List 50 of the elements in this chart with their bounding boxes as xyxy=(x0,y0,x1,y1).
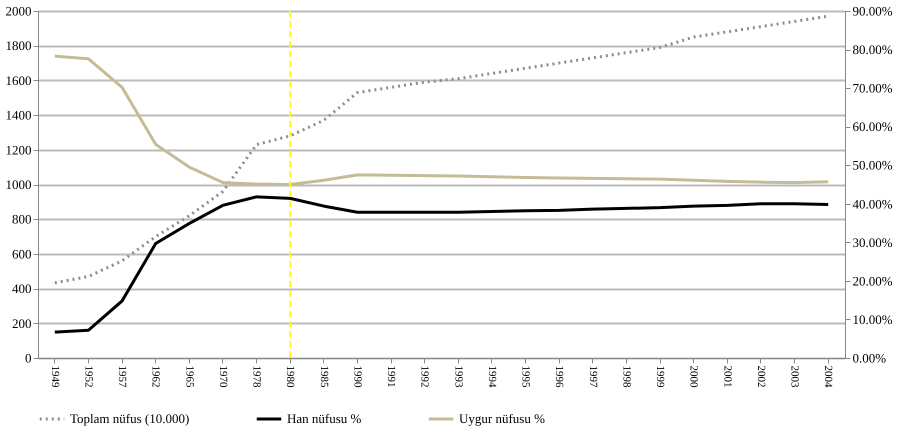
line-series xyxy=(53,195,830,334)
x-tick-label: 1957 xyxy=(116,366,128,388)
legend-label: Han nüfusu % xyxy=(287,411,362,426)
y2-tick-label: 80.00% xyxy=(852,42,893,58)
y-tick-label: 1000 xyxy=(6,177,32,192)
x-tick-label: 1965 xyxy=(183,366,196,388)
x-tick-label: 1962 xyxy=(150,366,162,388)
x-tick-label: 2001 xyxy=(721,366,734,388)
x-tick-label: 2004 xyxy=(822,366,834,388)
y-tick-label: 1600 xyxy=(6,72,32,88)
x-tick-label: 1996 xyxy=(553,366,566,388)
y2-tick-label: 90.00% xyxy=(852,4,893,18)
y-tick-label: 200 xyxy=(12,316,32,331)
y-tick-label: 1200 xyxy=(6,142,32,158)
y-tick-label: 800 xyxy=(12,212,32,227)
y-tick-label: 0 xyxy=(25,350,32,366)
x-tick-label: 2003 xyxy=(788,366,801,388)
y2-tick-label: 50.00% xyxy=(852,158,893,173)
x-tick-label: 1949 xyxy=(48,366,61,388)
x-tick-label: 1980 xyxy=(284,366,296,388)
y2-tick-label: 10.00% xyxy=(852,312,893,327)
x-tick-label: 2000 xyxy=(688,366,700,388)
y-tick-label: 600 xyxy=(12,246,32,262)
y-tick-label: 1400 xyxy=(6,108,32,123)
legend-label: Uygur nüfusu % xyxy=(459,411,546,426)
y-tick-label: 1800 xyxy=(6,38,32,54)
legend-label: Toplam nüfus (10.000) xyxy=(70,411,190,426)
x-tick-label: 1997 xyxy=(586,366,599,388)
x-tick-label: 1995 xyxy=(520,366,532,388)
y-tick-label: 2000 xyxy=(6,4,32,18)
x-tick-label: 2002 xyxy=(754,366,767,388)
x-tick-label: 1998 xyxy=(620,366,632,388)
x-tick-label: 1978 xyxy=(250,366,263,388)
y2-tick-label: 70.00% xyxy=(852,80,893,96)
y2-tick-label: 0.00% xyxy=(852,350,886,366)
x-tick-label: 1952 xyxy=(82,366,94,388)
y-tick-label: 400 xyxy=(12,281,32,296)
y2-tick-label: 40.00% xyxy=(852,196,893,212)
x-tick-label: 1985 xyxy=(318,366,330,388)
x-tick-label: 1992 xyxy=(418,366,431,388)
x-tick-label: 1994 xyxy=(486,366,498,388)
x-tick-label: 1990 xyxy=(351,366,364,388)
y2-tick-label: 20.00% xyxy=(852,273,893,288)
y2-tick-label: 60.00% xyxy=(852,119,893,134)
line-series xyxy=(53,54,830,186)
x-tick-label: 1999 xyxy=(654,366,666,388)
x-tick-label: 1993 xyxy=(452,366,464,388)
x-tick-label: 1991 xyxy=(385,366,398,388)
x-tick-label: 1970 xyxy=(216,366,229,388)
y2-tick-label: 30.00% xyxy=(852,234,893,250)
